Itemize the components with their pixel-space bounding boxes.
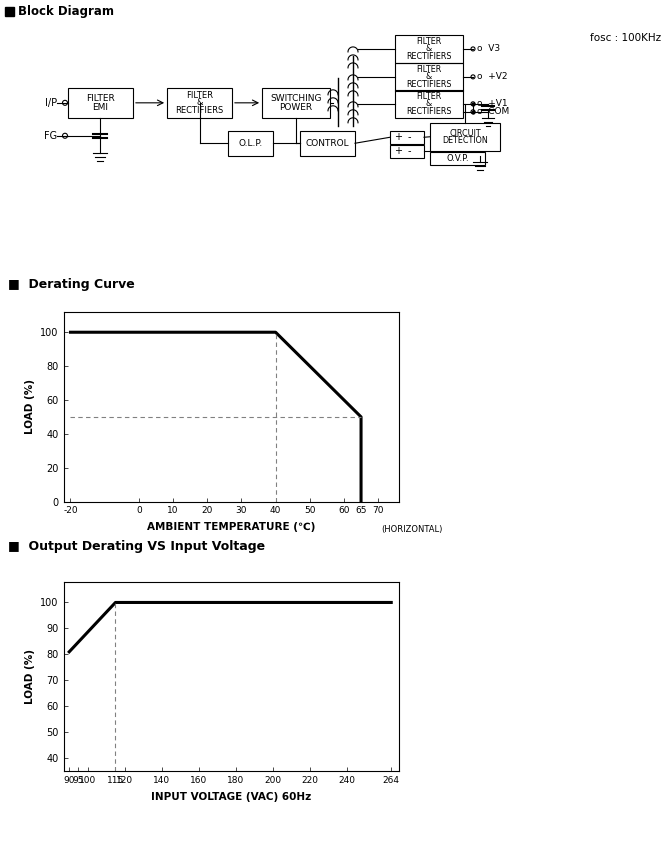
Y-axis label: LOAD (%): LOAD (%)	[25, 379, 35, 434]
Text: I/P: I/P	[45, 98, 57, 108]
Text: +: +	[394, 132, 402, 142]
Bar	[430, 123, 500, 151]
Text: ■  Output Derating VS Input Voltage: ■ Output Derating VS Input Voltage	[8, 540, 265, 553]
Text: -: -	[408, 132, 411, 142]
Text: SWITCHING: SWITCHING	[270, 94, 322, 103]
Text: FILTER: FILTER	[416, 65, 442, 74]
Text: fosc : 100KHz: fosc : 100KHz	[590, 33, 661, 43]
Text: ■  Derating Curve: ■ Derating Curve	[8, 278, 135, 292]
Text: FILTER: FILTER	[186, 90, 213, 99]
Text: FILTER: FILTER	[416, 37, 442, 46]
Bar	[430, 152, 485, 164]
Bar	[390, 131, 424, 144]
X-axis label: INPUT VOLTAGE (VAC) 60Hz: INPUT VOLTAGE (VAC) 60Hz	[151, 792, 312, 803]
Bar	[395, 63, 463, 91]
Text: EMI: EMI	[92, 103, 109, 111]
Text: &: &	[196, 99, 203, 107]
Text: RECTIFIERS: RECTIFIERS	[406, 80, 452, 89]
Text: FILTER: FILTER	[416, 92, 442, 101]
Text: o  +V1: o +V1	[477, 99, 508, 108]
Bar	[228, 131, 273, 156]
Text: FILTER: FILTER	[86, 94, 115, 103]
Text: RECTIFIERS: RECTIFIERS	[406, 107, 452, 115]
Text: CIRCUIT: CIRCUIT	[449, 128, 481, 137]
Bar	[395, 90, 463, 118]
Text: CONTROL: CONTROL	[306, 139, 349, 148]
Text: -: -	[408, 146, 411, 156]
Bar	[395, 35, 463, 63]
Text: DETECTION: DETECTION	[442, 136, 488, 145]
Bar	[5, 7, 14, 16]
Text: POWER: POWER	[279, 103, 313, 111]
Text: O.V.P.: O.V.P.	[446, 153, 469, 163]
Text: (HORIZONTAL): (HORIZONTAL)	[381, 525, 443, 534]
Text: RECTIFIERS: RECTIFIERS	[176, 106, 224, 115]
Bar	[262, 88, 330, 118]
Text: &: &	[426, 72, 432, 82]
Bar	[167, 88, 232, 118]
Bar	[390, 145, 424, 158]
Text: o  COM: o COM	[477, 107, 509, 116]
Text: O.L.P.: O.L.P.	[239, 139, 263, 148]
Text: RECTIFIERS: RECTIFIERS	[406, 52, 452, 61]
Text: &: &	[426, 45, 432, 53]
Bar	[300, 131, 355, 156]
Text: &: &	[426, 99, 432, 108]
Text: Block Diagram: Block Diagram	[18, 5, 114, 18]
Text: FG: FG	[44, 131, 57, 141]
Text: o  V3: o V3	[477, 45, 500, 53]
Text: o  +V2: o +V2	[477, 72, 507, 82]
Y-axis label: LOAD (%): LOAD (%)	[25, 649, 35, 704]
Text: +: +	[394, 146, 402, 156]
X-axis label: AMBIENT TEMPERATURE (℃): AMBIENT TEMPERATURE (℃)	[147, 523, 316, 533]
Bar	[68, 88, 133, 118]
